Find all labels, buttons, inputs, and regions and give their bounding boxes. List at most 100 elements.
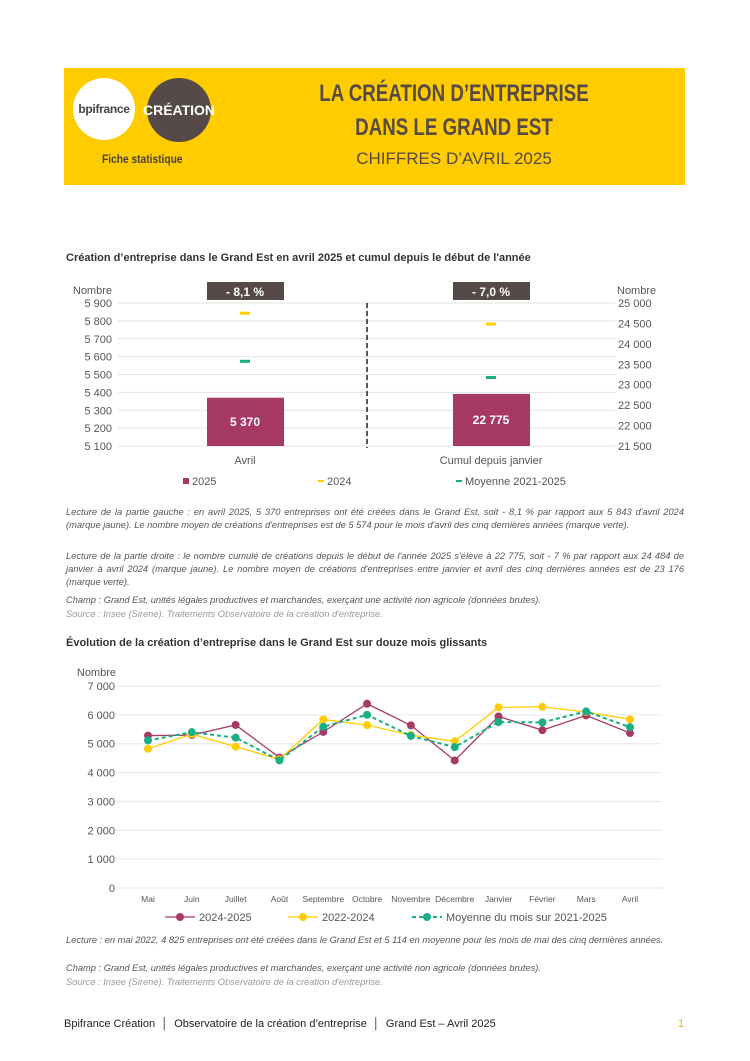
bar-2025 bbox=[453, 393, 530, 446]
chart1-note-left: Lecture de la partie gauche : en avril 2… bbox=[66, 507, 684, 530]
data-point bbox=[406, 721, 415, 730]
y-right-tick-label: 22 000 bbox=[618, 421, 652, 433]
header-banner: bpifrance CRÉATION Fiche statistique LA … bbox=[64, 68, 685, 185]
legend-label: 2025 bbox=[192, 476, 216, 488]
y-tick-label: 3 000 bbox=[87, 796, 115, 808]
y-right-axis-label: Nombre bbox=[617, 285, 656, 297]
y-left-tick-label: 5 100 bbox=[84, 441, 112, 453]
data-point bbox=[494, 712, 503, 721]
series-line bbox=[147, 710, 631, 762]
x-tick-label: Octobre bbox=[352, 894, 383, 904]
series-line bbox=[147, 706, 631, 761]
data-point bbox=[363, 710, 372, 719]
data-point bbox=[319, 715, 328, 724]
chart1-source: Source : Insee (Sirene). Traitements Obs… bbox=[66, 609, 383, 619]
data-point bbox=[626, 715, 634, 724]
legend-label: Moyenne du mois sur 2021-2025 bbox=[446, 912, 607, 924]
data-point bbox=[450, 737, 459, 746]
legend-label: 2024 bbox=[327, 476, 351, 488]
data-point bbox=[538, 718, 547, 727]
legend-marker bbox=[176, 913, 184, 921]
legend-label: 2022-2024 bbox=[322, 912, 375, 924]
legend-label: Moyenne 2021-2025 bbox=[465, 476, 566, 488]
x-tick-label: Septembre bbox=[302, 894, 344, 904]
x-tick-label: Avril bbox=[622, 894, 638, 904]
variation-badge bbox=[207, 282, 284, 300]
x-tick-label: Août bbox=[271, 894, 289, 904]
legend-marker bbox=[423, 913, 431, 921]
data-point bbox=[494, 718, 503, 727]
y-right-tick-label: 24 500 bbox=[618, 318, 652, 330]
page-number: 1 bbox=[678, 1018, 685, 1030]
x-tick-label: Juillet bbox=[225, 894, 247, 904]
y-tick-label: 2 000 bbox=[87, 825, 115, 837]
data-point bbox=[450, 743, 459, 752]
x-tick-label: Février bbox=[529, 894, 556, 904]
data-point bbox=[275, 756, 284, 765]
chart1-scope: Champ : Grand Est, unités légales produc… bbox=[66, 595, 541, 605]
y-right-tick-label: 21 500 bbox=[618, 441, 652, 453]
y-right-tick-label: 23 500 bbox=[618, 359, 652, 371]
x-tick-label: Mars bbox=[577, 894, 596, 904]
y-left-tick-label: 5 900 bbox=[84, 298, 112, 310]
y-left-tick-label: 5 700 bbox=[84, 334, 112, 346]
data-point bbox=[231, 720, 240, 729]
chart1-monthly-cumulative: 5 100 5 200 5 300 5 400 5 500 5 600 5 700 5 800… bbox=[73, 282, 656, 488]
x-tick-label: Mai bbox=[141, 894, 155, 904]
creation-logo: CRÉATION bbox=[143, 78, 215, 142]
x-tick-label: Janvier bbox=[485, 894, 513, 904]
x-tick-label: Décembre bbox=[435, 894, 474, 904]
y-left-tick-label: 5 500 bbox=[84, 370, 112, 382]
y-left-axis-label: Nombre bbox=[73, 285, 112, 297]
y-left-tick-label: 5 600 bbox=[84, 352, 112, 364]
legend-swatch-2025 bbox=[183, 478, 189, 484]
x-tick-label: Novembre bbox=[391, 894, 430, 904]
title-period: CHIFFRES D’AVRIL 2025 bbox=[356, 149, 552, 168]
y-left-tick-label: 5 300 bbox=[84, 405, 112, 417]
y-right-tick-label: 22 500 bbox=[618, 400, 652, 412]
series-line bbox=[147, 703, 631, 762]
chart2-scope: Champ : Grand Est, unités légales produc… bbox=[66, 963, 541, 973]
data-point bbox=[626, 729, 634, 738]
bar-value-label: 22 775 bbox=[473, 413, 510, 427]
y-axis-label: Nombre bbox=[77, 667, 116, 679]
y-right-tick-label: 23 000 bbox=[618, 380, 652, 392]
data-point bbox=[231, 733, 240, 742]
data-point bbox=[187, 728, 196, 737]
data-point bbox=[363, 721, 372, 730]
y-right-tick-label: 24 000 bbox=[618, 339, 652, 351]
data-point bbox=[538, 726, 547, 735]
legend-label: 2024-2025 bbox=[199, 912, 252, 924]
y-tick-label: 6 000 bbox=[87, 710, 115, 722]
variation-badge bbox=[453, 282, 530, 300]
y-tick-label: 4 000 bbox=[87, 768, 115, 780]
chart1-title: Création d’entreprise dans le Grand Est … bbox=[66, 252, 531, 264]
data-point bbox=[144, 736, 152, 745]
data-point bbox=[406, 731, 415, 740]
chart1-note-right: Lecture de la partie droite : le nombre … bbox=[66, 551, 684, 587]
bar-value-label: 5 370 bbox=[230, 415, 260, 429]
chart2-note: Lecture : en mai 2022, 4 825 entreprises… bbox=[66, 935, 664, 945]
chart2-rolling-12-months: 0 1 000 2 000 3 000 4 000 5 000 6 000 7 000 Nomb… bbox=[77, 667, 662, 924]
y-left-tick-label: 5 200 bbox=[84, 423, 112, 435]
bar-2025 bbox=[207, 397, 284, 446]
category-label: Cumul depuis janvier bbox=[440, 455, 543, 467]
data-point bbox=[319, 722, 328, 731]
data-point bbox=[494, 703, 503, 712]
variation-badge-label: - 8,1 % bbox=[226, 285, 264, 299]
variation-badge-label: - 7,0 % bbox=[472, 285, 510, 299]
document-type-label: Fiche statistique bbox=[102, 152, 183, 166]
chart2-title: Évolution de la création d’entreprise da… bbox=[66, 637, 488, 649]
data-point bbox=[450, 756, 459, 765]
chart2-source: Source : Insee (Sirene). Traitements Obs… bbox=[66, 977, 383, 987]
y-tick-label: 7 000 bbox=[87, 681, 115, 693]
data-point bbox=[363, 699, 372, 708]
y-right-tick-label: 25 000 bbox=[618, 298, 652, 310]
y-left-tick-label: 5 400 bbox=[84, 387, 112, 399]
legend-marker bbox=[299, 913, 307, 921]
y-left-tick-label: 5 800 bbox=[84, 316, 112, 328]
data-point bbox=[582, 707, 591, 716]
category-label: Avril bbox=[234, 455, 255, 467]
y-tick-label: 1 000 bbox=[87, 854, 115, 866]
